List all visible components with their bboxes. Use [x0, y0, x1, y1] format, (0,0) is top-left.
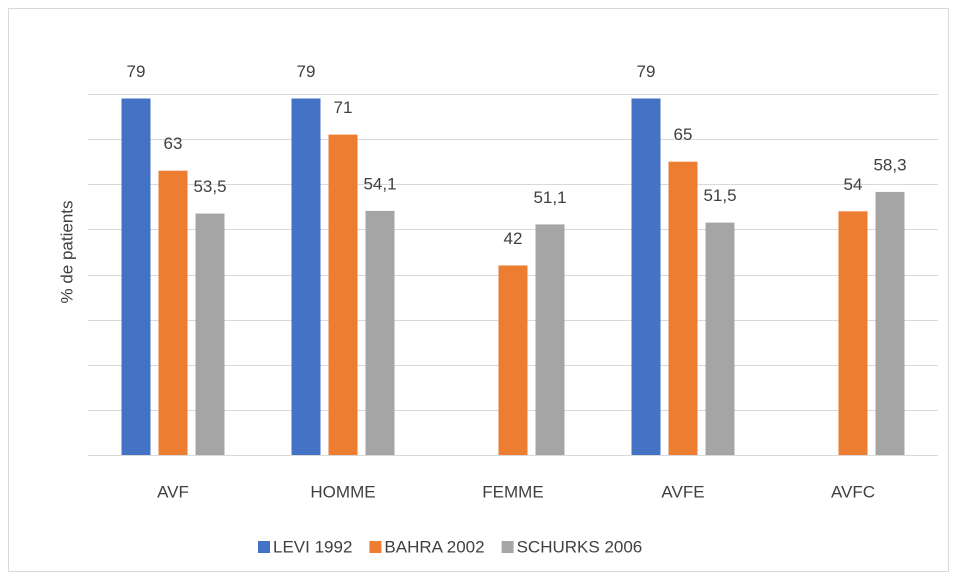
bar: [498, 265, 528, 455]
legend-label: LEVI 1992: [273, 537, 352, 556]
bar: [668, 161, 698, 455]
data-label: 79: [637, 62, 656, 81]
legend-label: BAHRA 2002: [384, 537, 484, 556]
data-label: 42: [504, 229, 523, 248]
x-tick-label: AVFC: [831, 482, 875, 501]
legend-swatch: [369, 541, 382, 553]
legend-swatch: [258, 541, 270, 553]
bar: [838, 211, 868, 455]
x-tick-label: HOMME: [310, 482, 375, 501]
data-label: 54,1: [363, 174, 396, 193]
data-label: 79: [297, 62, 316, 81]
bar: [195, 213, 225, 455]
bar: [121, 98, 151, 455]
bar: [535, 224, 565, 455]
x-tick-label: FEMME: [482, 482, 543, 501]
data-label: 51,1: [533, 188, 566, 207]
y-axis-label: % de patients: [57, 200, 76, 303]
bar: [158, 170, 188, 455]
legend-label: SCHURKS 2006: [517, 537, 643, 556]
data-label: 54: [844, 175, 863, 194]
bar: [365, 210, 395, 455]
data-label: 63: [164, 134, 183, 153]
bar: [328, 134, 358, 456]
data-label: 65: [674, 125, 693, 144]
x-tick-label: AVF: [157, 482, 189, 501]
legend-swatch: [501, 541, 514, 553]
bar: [291, 98, 321, 455]
data-label: 51,5: [703, 186, 736, 205]
bar: [875, 191, 905, 455]
x-tick-label: AVFE: [661, 482, 704, 501]
data-label: 58,3: [873, 155, 906, 174]
data-label: 79: [127, 62, 146, 81]
data-label: 53,5: [193, 177, 226, 196]
data-label: 71: [334, 98, 353, 117]
bar: [631, 98, 661, 455]
bar: [705, 222, 735, 455]
